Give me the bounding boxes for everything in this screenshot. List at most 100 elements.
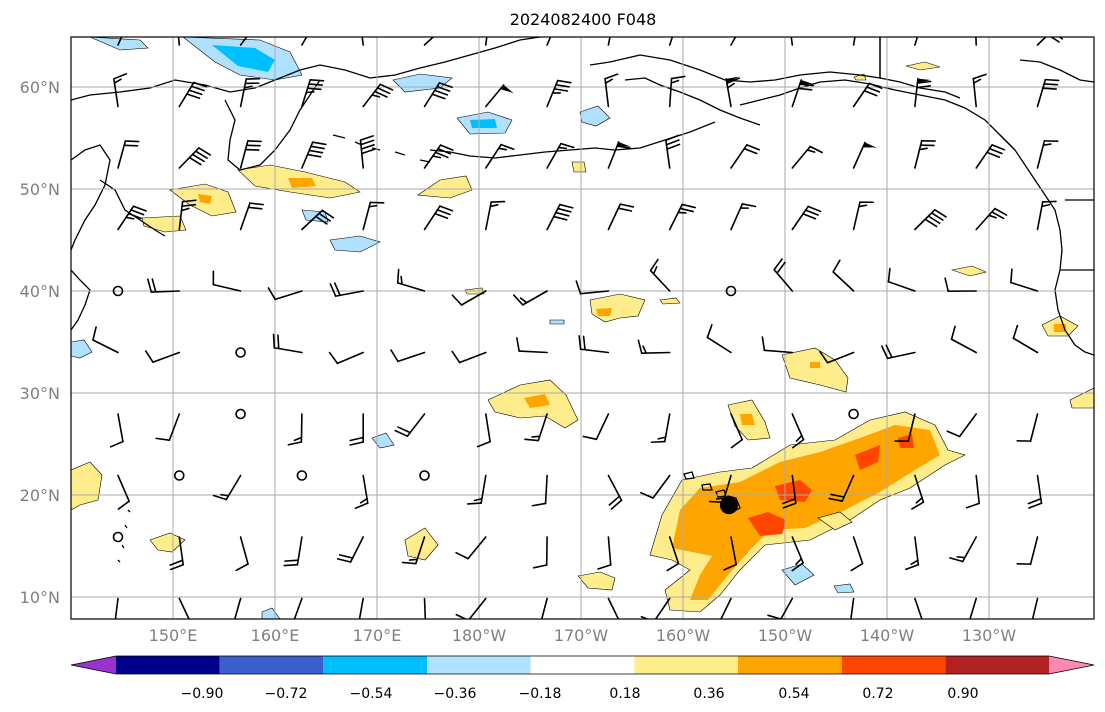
wind-barb xyxy=(361,37,365,46)
colorbar-label: −0.72 xyxy=(265,686,308,702)
wind-barb xyxy=(239,202,265,231)
wind-barb xyxy=(455,536,487,560)
lon-label: 150°W xyxy=(758,626,813,645)
wind-barb xyxy=(349,413,365,446)
wind-barb xyxy=(272,333,303,354)
wind-barb xyxy=(914,140,936,169)
wind-barb xyxy=(597,536,612,570)
wind-barb xyxy=(396,268,426,292)
wind-barb xyxy=(832,259,855,292)
wind-barb xyxy=(791,205,822,231)
colorbar xyxy=(70,655,1095,675)
wind-barb xyxy=(178,147,212,169)
wind-barb xyxy=(532,536,548,569)
wind-barb xyxy=(944,277,978,292)
wind-barb xyxy=(975,144,1006,169)
lat-axis-labels: 60°N 50°N 40°N 30°N 20°N 10°N xyxy=(20,78,60,607)
wind-barb xyxy=(730,413,744,449)
wind-barb xyxy=(359,135,376,169)
lon-label: 130°W xyxy=(962,626,1017,645)
lon-label: 170°E xyxy=(353,626,402,645)
wind-barb xyxy=(155,413,181,441)
colorbar-segment xyxy=(71,656,116,674)
wind-barb xyxy=(852,82,883,108)
wind-barb xyxy=(109,413,124,448)
wind-barb xyxy=(112,531,124,543)
colorbar-label: 0.90 xyxy=(947,686,978,702)
wind-barb xyxy=(235,536,249,572)
wind-barb xyxy=(607,474,623,510)
colorbar-label: 0.72 xyxy=(862,686,893,702)
wind-barb xyxy=(112,285,124,297)
wind-barb xyxy=(791,536,804,572)
wind-barb xyxy=(852,37,856,46)
wind-barb xyxy=(451,290,487,306)
wind-barb xyxy=(668,37,674,46)
wind-barb xyxy=(301,78,325,108)
map-frame xyxy=(70,36,1095,620)
wind-barb xyxy=(730,144,761,169)
wind-barb xyxy=(92,326,119,354)
wind-barb xyxy=(484,37,488,46)
colorbar-label: 0.36 xyxy=(693,686,724,702)
wind-barb xyxy=(887,267,916,292)
wind-barb xyxy=(773,258,794,292)
wind-barb xyxy=(546,203,574,231)
lon-label: 160°W xyxy=(656,626,711,645)
wind-barb xyxy=(819,350,855,364)
lon-label: 140°W xyxy=(860,626,915,645)
wind-barb xyxy=(117,474,130,510)
colorbar-segment xyxy=(945,656,1049,674)
wind-barb xyxy=(950,325,978,354)
wind-barb xyxy=(1036,37,1064,46)
wind-barb xyxy=(301,141,327,169)
wind-barb xyxy=(301,37,308,46)
wind-barb xyxy=(1016,413,1039,442)
wind-barbs xyxy=(92,37,1064,619)
wind-barb xyxy=(640,474,671,499)
wind-barb xyxy=(336,536,365,563)
wind-barb xyxy=(650,413,671,444)
wind-barb xyxy=(174,470,185,481)
wind-barb xyxy=(965,474,980,509)
wind-barb xyxy=(233,597,242,619)
wind-barb xyxy=(390,349,426,363)
colorbar-segment xyxy=(427,656,531,674)
wind-barb xyxy=(362,201,385,231)
wind-barb xyxy=(949,536,978,563)
colorbar-segment xyxy=(219,656,324,674)
wind-barb xyxy=(894,413,916,443)
wind-barb xyxy=(516,337,548,354)
shaded-field xyxy=(71,37,1094,619)
wind-barb xyxy=(546,142,575,169)
colorbar-segment xyxy=(738,656,842,674)
lat-label: 50°N xyxy=(20,180,60,199)
wind-barb xyxy=(178,81,208,108)
wind-barb xyxy=(852,201,875,231)
wind-barb xyxy=(1027,474,1043,509)
wind-barb xyxy=(301,209,335,231)
wind-barb xyxy=(666,536,680,572)
wind-barb xyxy=(946,413,978,438)
wind-barb xyxy=(239,37,248,46)
figure-title: 2024082400 F048 xyxy=(510,10,657,29)
wind-barb xyxy=(451,350,487,364)
wind-barb xyxy=(423,205,454,231)
lat-label: 10°N xyxy=(20,588,60,607)
wind-barb xyxy=(455,597,487,619)
wind-barb xyxy=(723,536,738,571)
colorbar-label: −0.54 xyxy=(350,686,393,702)
wind-barb xyxy=(1031,597,1039,619)
wind-barb xyxy=(178,199,197,231)
wind-barb xyxy=(665,134,681,169)
wind-barb xyxy=(239,77,261,108)
wind-barb xyxy=(725,76,741,108)
wind-barb xyxy=(287,413,303,446)
wind-barb xyxy=(730,37,737,46)
wind-barb xyxy=(911,474,925,510)
wind-barb xyxy=(881,344,916,360)
wind-barb xyxy=(329,282,365,297)
wind-barb xyxy=(546,79,572,108)
wind-barb xyxy=(1016,536,1039,565)
